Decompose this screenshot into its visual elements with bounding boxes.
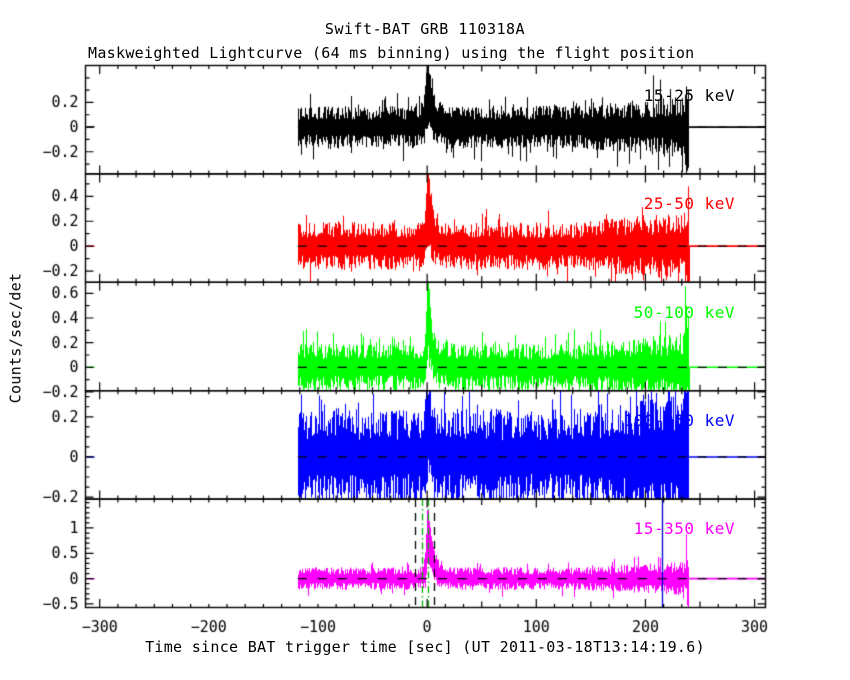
chart-title: Swift-BAT GRB 110318A [324, 20, 526, 38]
y-axis-label: Counts/sec/det [6, 272, 25, 404]
energy-band-label-15-350: 15-350 keV [633, 519, 735, 538]
x-axis-label: Time since BAT trigger time [sec] (UT 20… [145, 638, 705, 656]
chart-subtitle: Maskweighted Lightcurve (64 ms binning) … [88, 44, 695, 62]
energy-band-label-100-350: 100-350 keV [623, 411, 735, 430]
energy-band-label-25-50: 25-50 keV [643, 194, 735, 213]
energy-band-label-50-100: 50-100 keV [633, 303, 735, 322]
energy-band-label-15-25: 15-25 keV [643, 86, 735, 105]
